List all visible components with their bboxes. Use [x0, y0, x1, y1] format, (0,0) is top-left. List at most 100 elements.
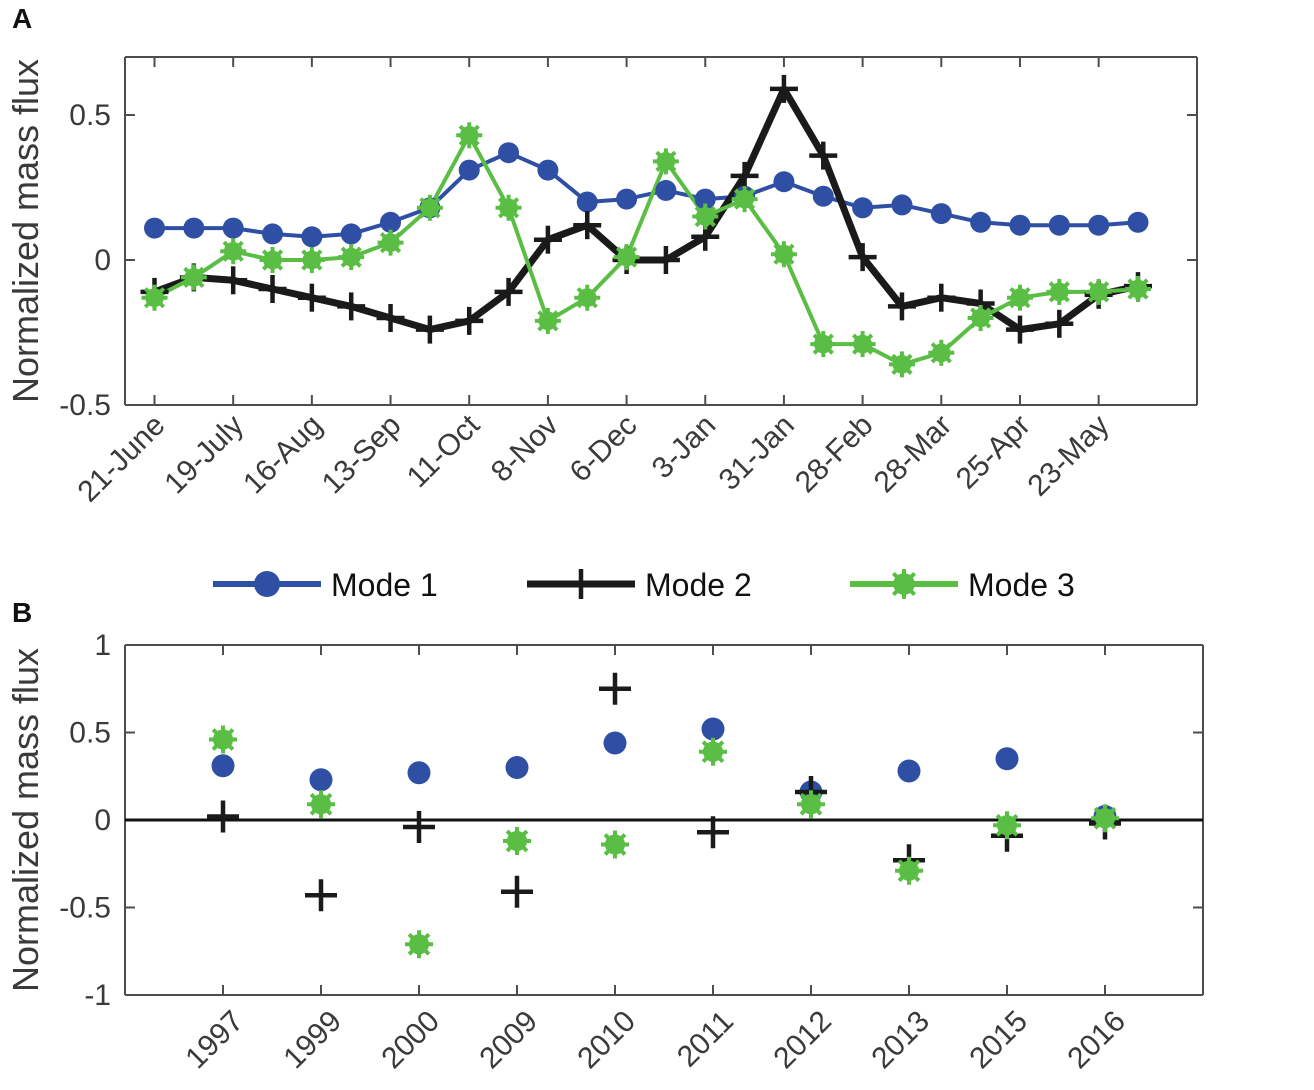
- panel-a-mode-1-point: [222, 217, 244, 239]
- panel-a-mode-3-point-arm: [340, 246, 362, 268]
- panel-a-mode-3-point: [495, 194, 522, 221]
- panel-b-mode-3-point: [503, 827, 531, 855]
- panel-a-xtick-label: 6-Dec: [564, 409, 644, 489]
- panel-b-xtick-label: 2011: [671, 1005, 740, 1074]
- panel-b-ytick-label: 0.5: [69, 717, 111, 750]
- panel-b-xtick-label: 2000: [375, 1005, 446, 1076]
- panel-a-mode-3-point: [377, 229, 404, 256]
- panel-a-ytick-label: 0: [94, 244, 111, 277]
- panel-b-mode-3-point-arm: [407, 932, 431, 956]
- panel-a-mode-1-point: [380, 211, 402, 233]
- panel-a-mode-3-point: [849, 331, 876, 358]
- panel-b-xtick-label: 2012: [767, 1005, 838, 1076]
- panel-b-xtick-label: 1999: [277, 1005, 348, 1076]
- panel-b-mode-2-point: [599, 672, 631, 705]
- panel-b-mode-3-point: [993, 811, 1021, 840]
- panel-b-mode-3-point-arm: [799, 792, 823, 816]
- panel-a-mode-1-point: [144, 217, 166, 239]
- panel-a-mode-1-point: [498, 142, 520, 164]
- panel-a-mode-2-point: [887, 292, 916, 321]
- panel-a-mode-3-point: [180, 264, 207, 291]
- panel-a-mode-3-point-arm: [222, 240, 244, 262]
- panel-a-mode-1-point: [891, 194, 913, 216]
- panel-a-mode-3-point: [731, 186, 758, 213]
- panel-b-mode-1-point: [407, 761, 431, 785]
- panel-b-mode-3-point-arm: [995, 813, 1019, 837]
- panel-b-mode-1-point: [309, 768, 333, 792]
- panel-a-xtick-label: 3-Jan: [646, 409, 722, 485]
- panel-a-mode-2-point: [809, 141, 838, 170]
- panel-a-mode-3-point: [810, 331, 837, 358]
- panel-b-xtick-label: 2015: [963, 1005, 1034, 1076]
- panel-a-mode-3-point: [534, 307, 561, 334]
- panel-a-mode-3-point-arm: [497, 197, 520, 219]
- panel-b-ytick-label: -1: [84, 979, 111, 1012]
- panel-a-mode-2-point: [415, 315, 444, 344]
- panel-a-mode-1-point: [576, 191, 598, 213]
- panel-a-mode-3-point-arm: [970, 307, 992, 329]
- panel-b-mode-1-point: [701, 717, 725, 741]
- panel-a-mode-2-point: [573, 211, 602, 240]
- panel-a-mode-1-point: [852, 197, 874, 219]
- panel-a-ytick-label: -0.5: [59, 389, 111, 422]
- panel-b-mode-2-point: [501, 875, 533, 908]
- panel-a-mode-3-point-arm: [812, 333, 834, 355]
- panel-a-xtick-label: 28-Feb: [789, 409, 880, 500]
- panel-b-mode-3-point-arm: [701, 740, 725, 764]
- panel-a-mode-1-point: [1048, 214, 1070, 236]
- panel-a-mode-3-point-arm: [1127, 278, 1149, 300]
- panel-a-mode-1-point: [773, 171, 795, 193]
- panel-a-mode-1-point: [812, 185, 834, 207]
- legend-mode-1-marker: [254, 571, 280, 597]
- panel-a-mode-3-point: [574, 284, 601, 311]
- panel-a-mode-3-point-arm: [576, 287, 598, 309]
- panel-a-xtick-label: 28-Mar: [868, 409, 959, 500]
- panel-a-mode-2-point: [219, 266, 248, 295]
- panel-a-mode-3-point: [298, 247, 325, 273]
- panel-a-mode-1-point: [655, 179, 677, 201]
- panel-a-mode-2-point: [927, 283, 956, 312]
- panel-b-mode-3-point: [797, 790, 825, 819]
- panel-b-mode-2-point: [697, 816, 729, 849]
- panel-a-mode-1-point: [930, 203, 952, 225]
- panel-a-mode-1-point: [262, 223, 284, 245]
- panel-a-mode-3-point: [1046, 278, 1073, 305]
- panel-a-mode-2-point: [494, 277, 523, 306]
- panel-b-mode-3-point: [307, 790, 335, 819]
- panel-a-mode-2-point: [730, 161, 759, 190]
- legend-item-mode-3: Mode 3: [850, 567, 1075, 603]
- panel-a-mode-2-point: [769, 74, 798, 103]
- panel-a-mode-3-point: [652, 148, 679, 175]
- panel-b-ytick-label: 0: [94, 804, 111, 837]
- panel-a-xtick-label: 11-Oct: [401, 408, 487, 494]
- panel-b-xtick-label: 2009: [473, 1005, 544, 1076]
- panel-a-mode-3-point-arm: [419, 197, 441, 219]
- panel-a-mode-3-point: [1124, 276, 1151, 302]
- panel-a-mode-3-point: [416, 194, 443, 221]
- panel-a-ytick-label: 0.5: [69, 99, 111, 132]
- panel-a-mode-1-point: [1127, 211, 1149, 233]
- panel-a-mode-3-point: [967, 305, 994, 331]
- panel-a-mode-2-point: [258, 275, 287, 303]
- panel-a-mode-3-point: [692, 203, 719, 230]
- panel-a-mode-3-point-arm: [1088, 281, 1110, 303]
- panel-a-mode-3-point-arm: [143, 287, 166, 309]
- legend-mode-3-marker-arm: [891, 571, 917, 597]
- panel-a-mode-3-point-arm: [1009, 287, 1031, 309]
- panel-b-mode-3-point-arm: [211, 728, 235, 751]
- panel-a-mode-3-point: [888, 351, 915, 378]
- panel-a-mode-3-point-arm: [930, 342, 952, 364]
- panel-b-mode-2-point: [207, 800, 239, 833]
- panel-a-xtick-label: 21-June: [71, 409, 171, 509]
- panel-a-xtick-label: 8-Nov: [485, 409, 565, 489]
- panel-a-mode-1-point: [970, 211, 992, 233]
- panel-a-mode-1-point: [340, 223, 362, 245]
- panel-b-xtick-label: 2013: [865, 1005, 936, 1076]
- panel-a-mode-3-point-arm: [694, 205, 716, 228]
- panel-a-mode-3-point-arm: [183, 266, 205, 289]
- panel-a-mode-3-point-arm: [773, 243, 795, 265]
- panel-a-mode-3-point-arm: [379, 231, 402, 254]
- panel-a-mode-3-point-arm: [537, 310, 559, 332]
- legend-mode-1-label: Mode 1: [331, 567, 438, 603]
